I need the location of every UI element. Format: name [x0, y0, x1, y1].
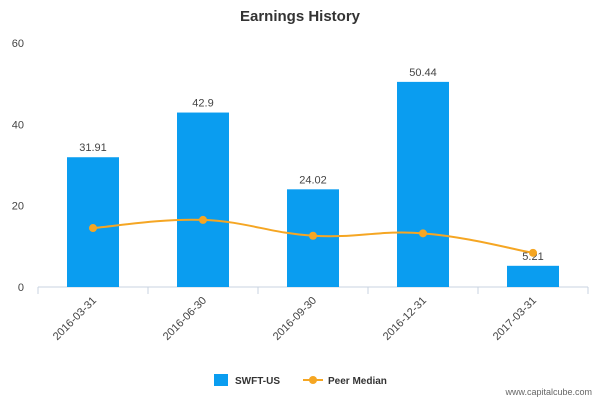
bar-data-label: 42.9 [192, 98, 213, 110]
bar-data-label: 24.02 [299, 174, 327, 186]
peer-median-point[interactable] [419, 229, 427, 238]
x-tick-label: 2016-03-31 [51, 295, 99, 343]
legend-label-swft-us[interactable]: SWFT-US [235, 376, 280, 387]
y-tick-label: 60 [12, 38, 24, 50]
chart-title: Earnings History [240, 8, 361, 25]
legend: SWFT-US Peer Median [214, 374, 387, 387]
peer-median-point[interactable] [89, 224, 97, 233]
peer-median-series [89, 215, 537, 257]
legend-marker-peer-median [309, 376, 317, 384]
y-tick-label: 40 [12, 119, 24, 131]
x-axis: 2016-03-31 2016-06-30 2016-09-30 2016-12-31… [37, 286, 589, 343]
peer-median-point[interactable] [309, 231, 317, 240]
x-tick-label: 2016-06-30 [161, 295, 209, 343]
x-tick-label: 2016-09-30 [271, 295, 319, 343]
bar[interactable] [177, 112, 229, 287]
bar[interactable] [67, 157, 119, 287]
bar[interactable] [397, 81, 449, 287]
peer-median-point[interactable] [199, 215, 207, 224]
bar[interactable] [507, 265, 559, 287]
y-axis: 0 20 40 60 [12, 38, 24, 294]
x-tick-label: 2016-12-31 [381, 295, 429, 343]
peer-median-point[interactable] [529, 248, 537, 257]
bar-data-label: 50.44 [409, 67, 437, 79]
x-tick-label: 2017-03-31 [491, 295, 539, 343]
bar-data-label: 31.91 [79, 142, 107, 154]
watermark: www.capitalcube.com [504, 387, 592, 397]
legend-label-peer-median[interactable]: Peer Median [328, 376, 387, 387]
legend-swatch-swft-us [214, 374, 228, 386]
y-tick-label: 20 [12, 201, 24, 213]
bar-series [67, 81, 559, 287]
y-tick-label: 0 [18, 282, 24, 294]
